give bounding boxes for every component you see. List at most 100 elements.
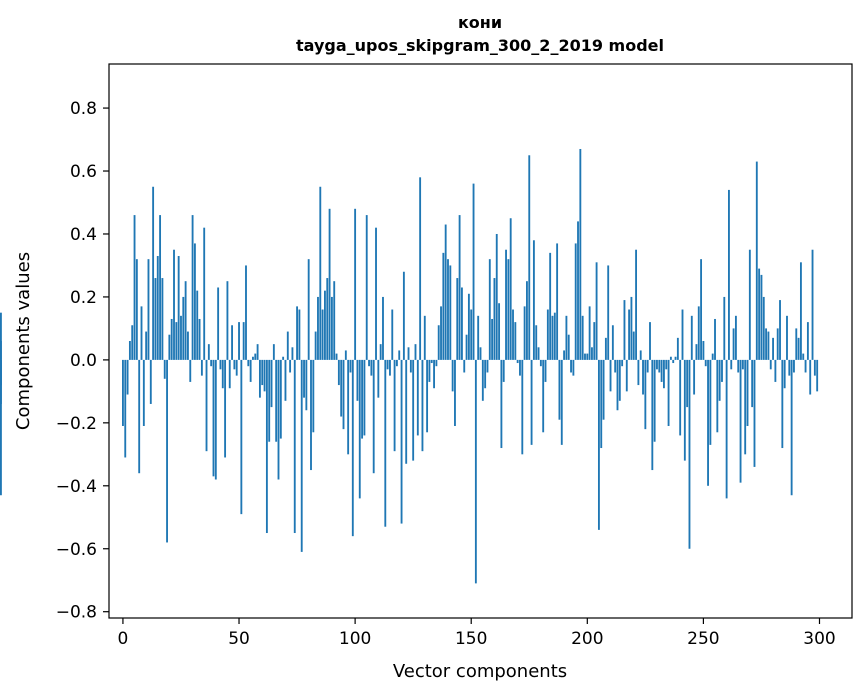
bar-5 [133,215,136,360]
bar-60 [261,359,264,386]
bar-253 [709,359,712,445]
bar-125 [412,359,415,461]
bar-286 [786,315,788,360]
bar-136 [437,325,440,360]
x-tick-label: 300 [803,629,835,649]
bar-52 [242,322,245,360]
bar-94 [340,359,343,417]
bar-92 [335,353,338,360]
bar-19 [166,359,168,543]
bar-237 [672,359,675,364]
bar-283 [779,300,781,360]
bar-149 [467,293,470,360]
bar-215 [621,359,624,367]
bar-180 [539,359,542,367]
bar-188 [558,359,561,420]
bar-163 [500,359,503,449]
bar-189 [560,359,563,445]
bar-169 [514,322,517,360]
bar-225 [644,359,647,430]
bar-174 [526,281,528,360]
bar-223 [639,350,642,360]
bar-199 [584,353,586,360]
bar-168 [512,309,514,360]
bar-288 [790,359,793,496]
bar-43 [221,359,224,389]
bar-123 [407,347,410,360]
bar-160 [493,278,496,360]
bar-191 [565,315,568,360]
bar-173 [523,306,526,360]
bar-44 [224,359,227,458]
bar-69 [282,356,285,360]
bar-113 [384,359,387,527]
bar-267 [741,359,744,370]
bar-231 [658,359,661,373]
bar-261 [728,189,730,360]
bar-221 [635,249,637,360]
bar-59 [258,359,261,398]
x-tick-label: 150 [455,629,487,649]
bar-140 [447,259,449,360]
bar-177 [532,240,535,360]
chart-subtitle: tayga_upos_skipgram_300_2_2019 model [296,36,664,55]
bar-93 [337,359,340,386]
bar-249 [700,259,703,360]
bar-179 [537,347,540,360]
bar-282 [776,328,779,360]
bar-110 [377,359,380,398]
y-tick-label: 0.8 [70,99,97,119]
bar-62 [265,359,268,534]
y-tick-label: 0.2 [70,288,97,308]
bar-42 [219,359,222,370]
bar-220 [632,331,635,360]
bar-134 [433,359,435,389]
bar-76 [298,309,301,360]
bar-289 [793,359,795,373]
bar-183 [546,309,549,360]
bar-229 [653,359,656,442]
bar-222 [637,359,640,386]
bar-194 [572,359,575,376]
bar-250 [702,341,705,360]
bar-84 [317,296,319,360]
bar-4 [131,325,134,360]
bar-137 [440,306,442,360]
bar-58 [256,344,259,360]
bar-2 [126,359,129,395]
bar-279 [769,359,772,370]
bar-133 [430,359,433,364]
bar-74 [293,359,296,534]
bar-176 [530,359,533,445]
bar-259 [723,296,726,360]
bar-138 [442,252,445,360]
bar-130 [423,315,426,360]
bar-12 [149,359,152,404]
bar-143 [454,359,456,426]
bar-219 [630,296,633,360]
bar-9 [142,359,145,426]
bar-129 [421,359,424,452]
bar-291 [797,337,800,360]
bar-276 [762,296,765,360]
bar-38 [210,359,213,367]
bar-undefined [0,312,2,360]
bar-284 [781,359,784,449]
bar-186 [553,312,556,360]
bar-1 [124,359,127,458]
bar-148 [465,334,468,360]
bar-31 [193,243,196,360]
bar-142 [451,359,454,392]
bar-28 [187,331,189,360]
bar-22 [173,249,175,360]
bar-64 [270,359,273,408]
bar-undefined [0,359,2,404]
bar-147 [463,359,466,373]
bar-78 [303,359,305,398]
bar-226 [646,359,649,373]
bar-53 [245,265,247,360]
bar-61 [263,359,266,392]
y-tick-label: 0.0 [70,351,97,371]
bar-72 [289,359,292,373]
y-axis-ticks: −0.8 −0.6 −0.4 −0.2 0.0 0.2 0.4 0.6 0.8 [56,99,109,623]
